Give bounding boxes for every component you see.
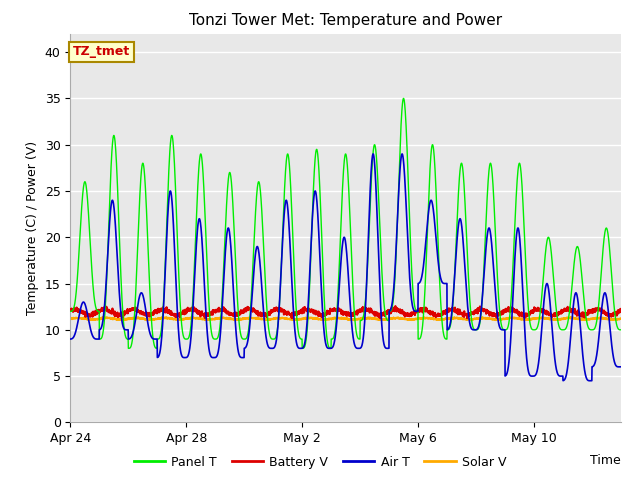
Panel T: [348, 253, 355, 259]
Solar V: [617, 316, 625, 322]
Air T: [398, 151, 406, 157]
Panel T: [351, 318, 359, 324]
Panel T: [117, 269, 125, 275]
Solar V: [67, 316, 74, 322]
Title: Tonzi Tower Met: Temperature and Power: Tonzi Tower Met: Temperature and Power: [189, 13, 502, 28]
Battery V: [67, 308, 74, 313]
Panel T: [399, 96, 407, 101]
Air T: [351, 342, 358, 348]
Air T: [483, 240, 490, 246]
Legend: Panel T, Battery V, Air T, Solar V: Panel T, Battery V, Air T, Solar V: [129, 451, 511, 474]
Panel T: [67, 309, 74, 314]
Y-axis label: Temperature (C) / Power (V): Temperature (C) / Power (V): [26, 141, 39, 315]
Solar V: [415, 316, 422, 322]
Text: TZ_tmet: TZ_tmet: [73, 45, 131, 58]
Air T: [415, 280, 422, 286]
Battery V: [568, 310, 575, 315]
Line: Air T: Air T: [70, 154, 621, 381]
Text: Time: Time: [590, 454, 621, 467]
Battery V: [617, 309, 625, 314]
Panel T: [483, 207, 490, 213]
Line: Solar V: Solar V: [70, 317, 621, 320]
Solar V: [348, 316, 355, 322]
Air T: [567, 328, 575, 334]
Solar V: [99, 314, 106, 320]
Battery V: [483, 307, 490, 312]
Air T: [348, 317, 355, 323]
Panel T: [415, 336, 423, 342]
Solar V: [117, 316, 125, 322]
Battery V: [415, 308, 422, 314]
Battery V: [392, 303, 399, 309]
Solar V: [351, 316, 359, 322]
Air T: [617, 364, 625, 370]
Battery V: [463, 315, 471, 321]
Line: Panel T: Panel T: [70, 98, 621, 348]
Panel T: [617, 327, 625, 333]
Solar V: [568, 315, 575, 321]
Solar V: [467, 317, 474, 323]
Solar V: [483, 315, 490, 321]
Air T: [117, 308, 125, 313]
Battery V: [348, 313, 355, 319]
Panel T: [568, 291, 575, 297]
Air T: [67, 336, 74, 342]
Battery V: [117, 313, 125, 319]
Line: Battery V: Battery V: [70, 306, 621, 318]
Air T: [587, 378, 595, 384]
Battery V: [351, 309, 358, 314]
Panel T: [125, 346, 132, 351]
